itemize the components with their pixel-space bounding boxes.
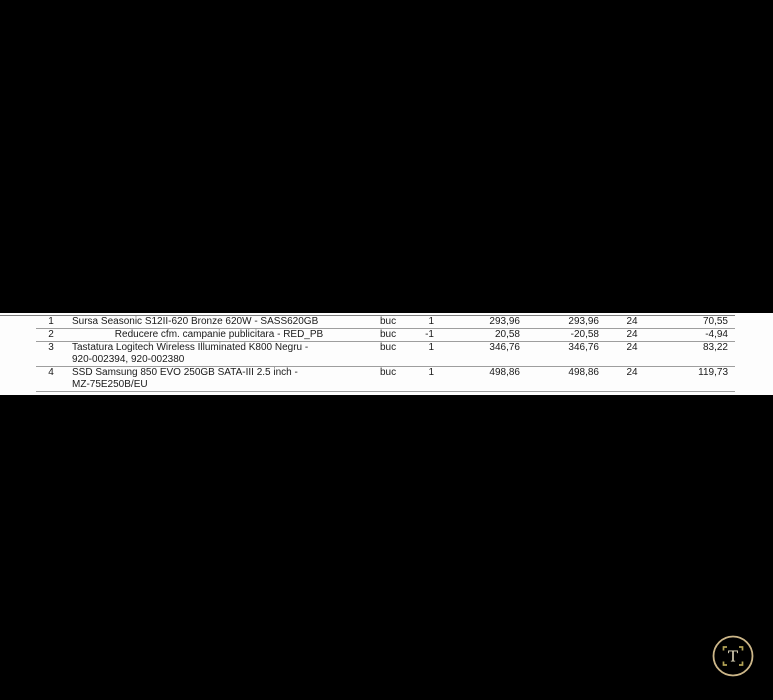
table-row: 3 Tastatura Logitech Wireless Illuminate…: [36, 342, 735, 367]
t-capture-watermark-icon: T: [711, 634, 755, 678]
cell-unit-price: 346,76: [489, 342, 520, 353]
cell-unit-price: 498,86: [489, 367, 520, 378]
table-row: 4 SSD Samsung 850 EVO 250GB SATA-III 2.5…: [36, 367, 735, 392]
cell-line-number: 2: [48, 329, 54, 340]
cell-vat-amount: 119,73: [698, 367, 728, 378]
cell-line-number: 4: [48, 367, 54, 378]
cell-description: Tastatura Logitech Wireless Illuminated …: [72, 342, 309, 365]
cell-unit-price: 20,58: [494, 329, 520, 340]
table-top-border: [0, 315, 735, 316]
cell-unit-price: 293,96: [489, 316, 520, 327]
table-row: 1 Sursa Seasonic S12II-620 Bronze 620W -…: [36, 316, 735, 329]
invoice-strip: 1 Sursa Seasonic S12II-620 Bronze 620W -…: [0, 313, 773, 395]
cell-line-number: 1: [48, 316, 54, 327]
cell-description: SSD Samsung 850 EVO 250GB SATA-III 2.5 i…: [72, 367, 298, 390]
cell-quantity: -1: [425, 329, 434, 340]
cell-vat-amount: 83,22: [702, 342, 728, 353]
cell-vat-rate: 24: [626, 329, 638, 340]
cell-unit: buc: [380, 342, 397, 353]
cell-description: Reducere cfm. campanie publicitara - RED…: [114, 329, 324, 340]
cell-vat-amount: 70,55: [702, 316, 728, 327]
cell-vat-amount: -4,94: [705, 329, 728, 340]
cell-unit: buc: [380, 367, 397, 378]
cell-amount: -20,58: [570, 329, 599, 340]
watermark-letter: T: [728, 648, 738, 666]
cell-vat-rate: 24: [626, 316, 638, 327]
cell-amount: 498,86: [568, 367, 599, 378]
cell-unit: buc: [380, 316, 397, 327]
invoice-line-items-table: 1 Sursa Seasonic S12II-620 Bronze 620W -…: [36, 316, 735, 392]
cell-vat-rate: 24: [626, 367, 638, 378]
cell-description: Sursa Seasonic S12II-620 Bronze 620W - S…: [72, 316, 319, 327]
cell-unit: buc: [380, 329, 397, 340]
cell-quantity: 1: [428, 316, 434, 327]
cell-amount: 293,96: [568, 316, 599, 327]
cell-quantity: 1: [428, 367, 434, 378]
cell-amount: 346,76: [568, 342, 599, 353]
capture-frame-icon: T: [712, 635, 754, 677]
cell-quantity: 1: [428, 342, 434, 353]
table-row: 2 Reducere cfm. campanie publicitara - R…: [36, 329, 735, 342]
cell-vat-rate: 24: [626, 342, 638, 353]
cell-line-number: 3: [48, 342, 54, 353]
